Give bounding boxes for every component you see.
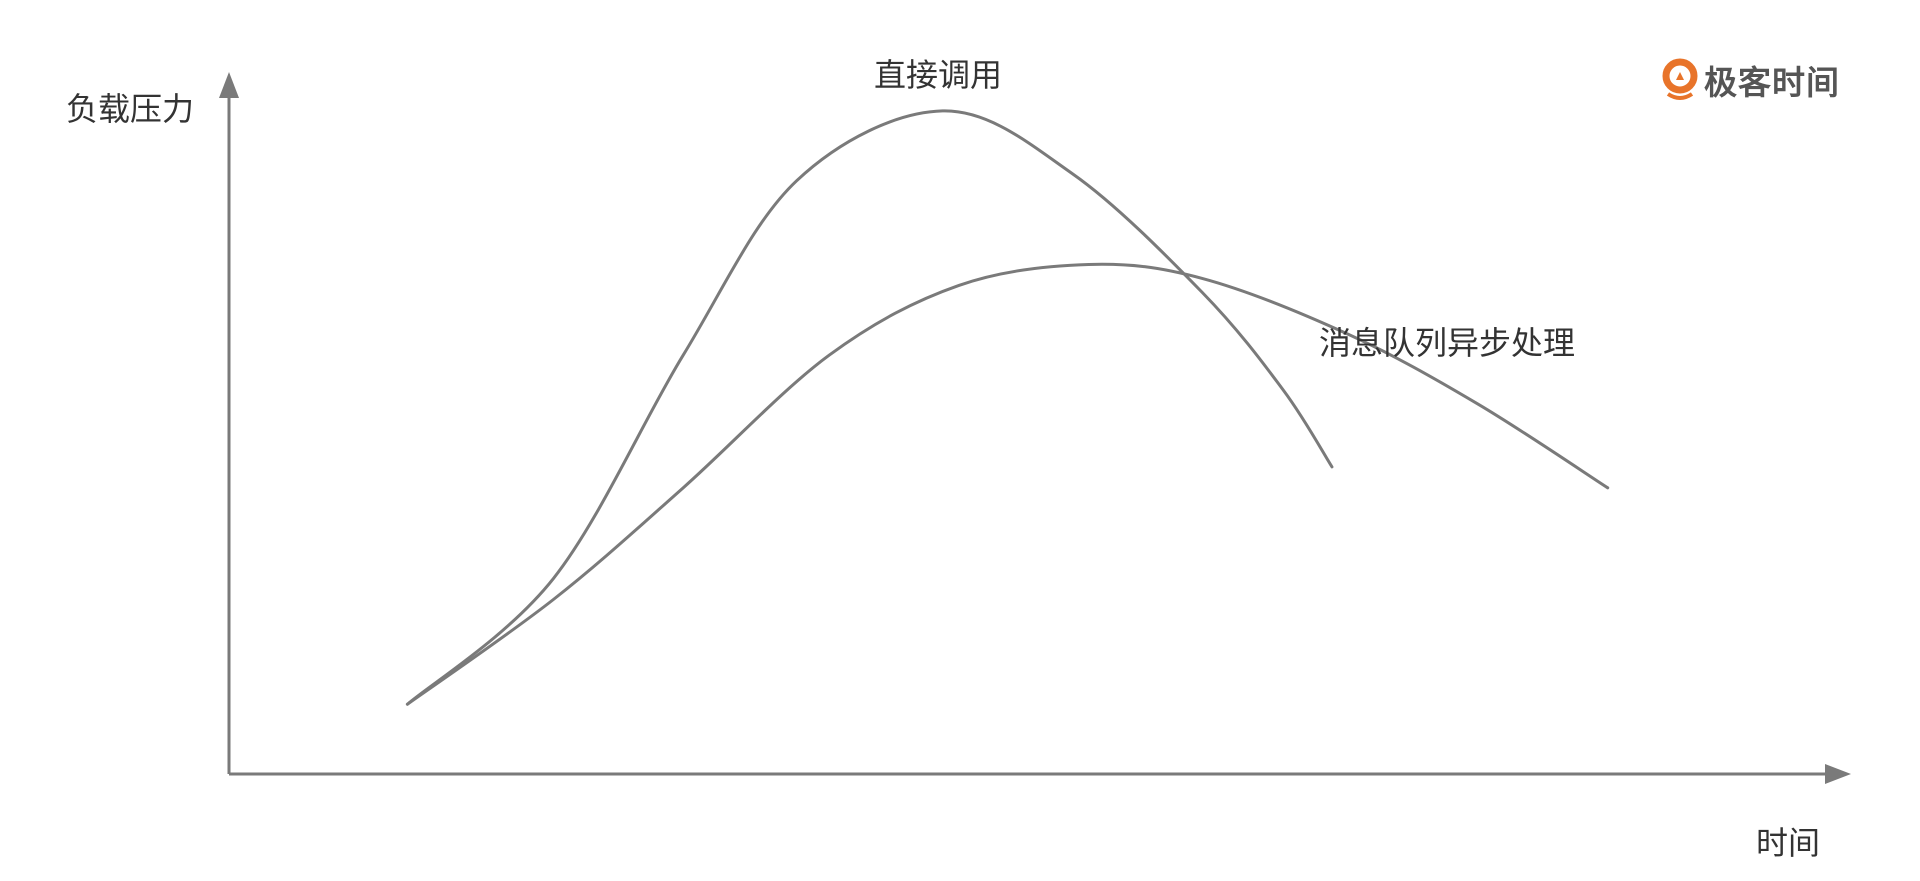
x-axis-arrow-icon [1825, 764, 1851, 784]
logo-icon [1662, 58, 1698, 100]
logo: 极客时间 [1662, 56, 1840, 104]
series-line-0 [405, 109, 1334, 706]
y-axis-label: 负载压力 [66, 90, 195, 128]
series-line-1 [405, 262, 1610, 706]
x-axis [229, 764, 1851, 784]
series-label-direct-call: 直接调用 [874, 56, 1003, 94]
series-label-mq-async: 消息队列异步处理 [1319, 324, 1576, 362]
x-axis-label: 时间 [1756, 824, 1821, 862]
y-axis-arrow-icon [219, 72, 239, 98]
y-axis [219, 72, 239, 774]
logo-text: 极客时间 [1704, 63, 1840, 102]
